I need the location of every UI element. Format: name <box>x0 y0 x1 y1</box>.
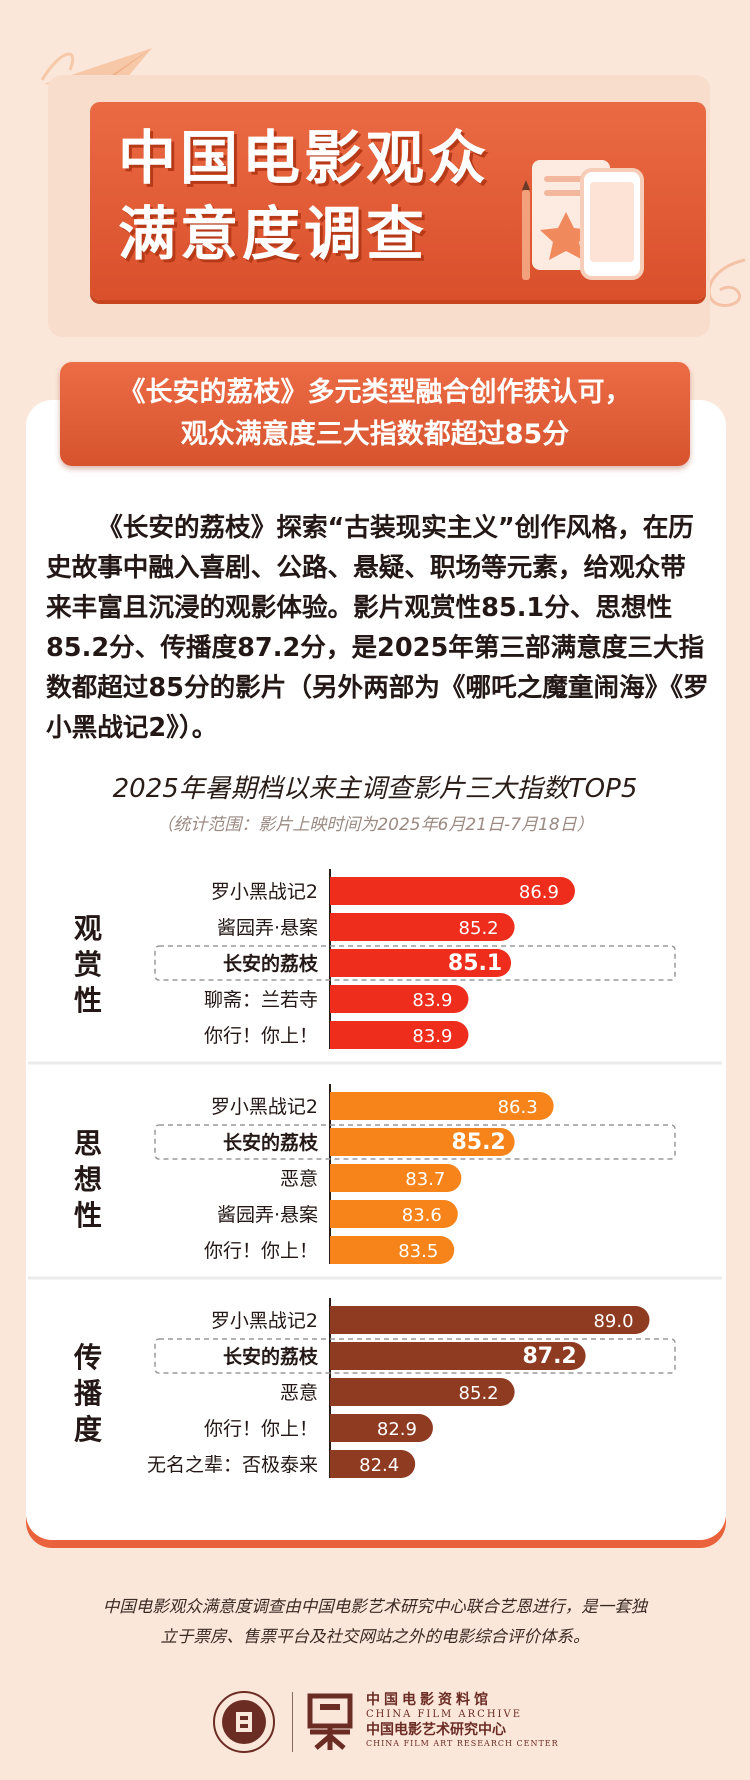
bar <box>330 1342 586 1370</box>
category-label: 你行！你上！ <box>204 1418 318 1440</box>
footer-line-2: 立于票房、售票平台及社交网站之外的电影综合评价体系。 <box>160 1627 590 1646</box>
value-label: 85.1 <box>448 951 502 976</box>
survey-phone-icon <box>522 160 644 280</box>
chart-title: 2025年暑期档以来主调查影片三大指数TOP5 <box>112 774 638 804</box>
group-label-char: 观 <box>74 912 102 945</box>
value-label: 83.7 <box>405 1169 445 1190</box>
value-label: 83.9 <box>412 990 452 1011</box>
value-label: 83.6 <box>402 1205 442 1226</box>
headline-text: 《长安的荔枝》多元类型融合创作获认可， 观众满意度三大指数都超过85分 <box>60 372 690 456</box>
bar <box>330 985 469 1013</box>
group-label-char: 赏 <box>74 948 102 981</box>
group-label-char: 传 <box>73 1341 102 1374</box>
swirl-decoration <box>707 258 746 307</box>
category-label: 你行！你上！ <box>204 1025 318 1047</box>
center-name-en: CHINA FILM ART RESEARCH CENTER <box>366 1739 559 1748</box>
category-label: 酱园弄·悬案 <box>217 917 318 939</box>
bar-square-start <box>330 1164 358 1192</box>
headline-line-1: 《长安的荔枝》多元类型融合创作获认可， <box>118 377 632 408</box>
bar <box>330 1236 455 1264</box>
highlight-box <box>154 1124 676 1160</box>
bar-square-start <box>330 1306 358 1334</box>
bar <box>330 1092 554 1120</box>
value-label: 85.2 <box>459 1383 499 1404</box>
bar-square-start <box>330 985 358 1013</box>
category-label: 长安的荔枝 <box>223 952 319 975</box>
group-label-char: 度 <box>74 1413 102 1446</box>
value-label: 87.2 <box>522 1344 576 1369</box>
highlight-box <box>154 1338 676 1374</box>
bar <box>330 1128 515 1156</box>
bar-square-start <box>330 1128 358 1156</box>
category-label: 无名之辈：否极泰来 <box>147 1454 318 1476</box>
group-label-char: 性 <box>74 1199 102 1232</box>
bar <box>330 1378 515 1406</box>
footer-note: 中国电影观众满意度调查由中国电影艺术研究中心联合艺恩进行，是一套独 立于票房、售… <box>40 1592 710 1652</box>
bar <box>330 1021 469 1049</box>
value-label: 89.0 <box>593 1311 633 1332</box>
bar <box>330 949 512 977</box>
bar <box>330 913 515 941</box>
category-label: 你行！你上！ <box>204 1240 318 1262</box>
archive-seal-logo <box>213 1691 275 1753</box>
center-name-cn: 中国电影艺术研究中心 <box>366 1722 506 1738</box>
headline-banner <box>60 362 690 466</box>
highlight-box <box>154 945 676 981</box>
category-label: 长安的荔枝 <box>223 1131 319 1154</box>
page-title: 中国电影观众 满意度调查 <box>118 120 548 272</box>
value-label: 85.2 <box>451 1130 505 1155</box>
bar <box>330 877 575 905</box>
bar-square-start <box>330 1342 358 1370</box>
category-label: 聊斋：兰若寺 <box>204 989 318 1011</box>
bar <box>330 1306 650 1334</box>
group-label-char: 思 <box>74 1127 102 1160</box>
title-line-1: 中国电影观众 <box>118 124 491 192</box>
category-label: 罗小黑战记2 <box>211 881 318 903</box>
archive-name-en: CHINA FILM ARCHIVE <box>366 1709 523 1720</box>
bar-square-start <box>330 1450 358 1478</box>
intro-paragraph: 《长安的荔枝》探索“古装现实主义”创作风格，在历史故事中融入喜剧、公路、悬疑、职… <box>46 513 709 743</box>
archive-name-cn: 中国电影资料馆 <box>366 1692 492 1708</box>
value-label: 83.9 <box>412 1026 452 1047</box>
category-label: 罗小黑战记2 <box>211 1096 318 1118</box>
bar-square-start <box>330 1414 358 1442</box>
group-label-char: 播 <box>74 1377 103 1410</box>
category-label: 酱园弄·悬案 <box>217 1204 318 1226</box>
title-line-2: 满意度调查 <box>118 200 429 268</box>
bar-square-start <box>330 877 358 905</box>
footer-line-1: 中国电影观众满意度调查由中国电影艺术研究中心联合艺恩进行，是一套独 <box>102 1597 648 1616</box>
bar-square-start <box>330 949 358 977</box>
category-label: 恶意 <box>280 1382 318 1404</box>
bar-square-start <box>330 1378 358 1406</box>
chart-subtitle: （统计范围：影片上映时间为2025年6月21日-7月18日） <box>156 815 594 835</box>
logo-divider <box>292 1692 293 1752</box>
film-center-logo <box>307 1693 353 1750</box>
category-label: 罗小黑战记2 <box>211 1310 318 1332</box>
value-label: 82.4 <box>359 1455 399 1476</box>
bar-square-start <box>330 913 358 941</box>
value-label: 86.3 <box>498 1097 538 1118</box>
group-label-char: 想 <box>74 1163 102 1196</box>
value-label: 83.5 <box>398 1241 438 1262</box>
value-label: 86.9 <box>519 882 559 903</box>
category-label: 恶意 <box>280 1168 318 1190</box>
category-label: 长安的荔枝 <box>223 1345 319 1368</box>
bar <box>330 1164 462 1192</box>
group-label-char: 性 <box>74 984 102 1017</box>
bar-square-start <box>330 1021 358 1049</box>
value-label: 85.2 <box>459 918 499 939</box>
bar-square-start <box>330 1200 358 1228</box>
bar-square-start <box>330 1236 358 1264</box>
logo-text-block: 中国电影资料馆 CHINA FILM ARCHIVE 中国电影艺术研究中心 CH… <box>366 1692 566 1750</box>
bar <box>330 1200 458 1228</box>
value-label: 82.9 <box>377 1419 417 1440</box>
bar-square-start <box>330 1092 358 1120</box>
headline-line-2: 观众满意度三大指数都超过85分 <box>180 419 570 450</box>
